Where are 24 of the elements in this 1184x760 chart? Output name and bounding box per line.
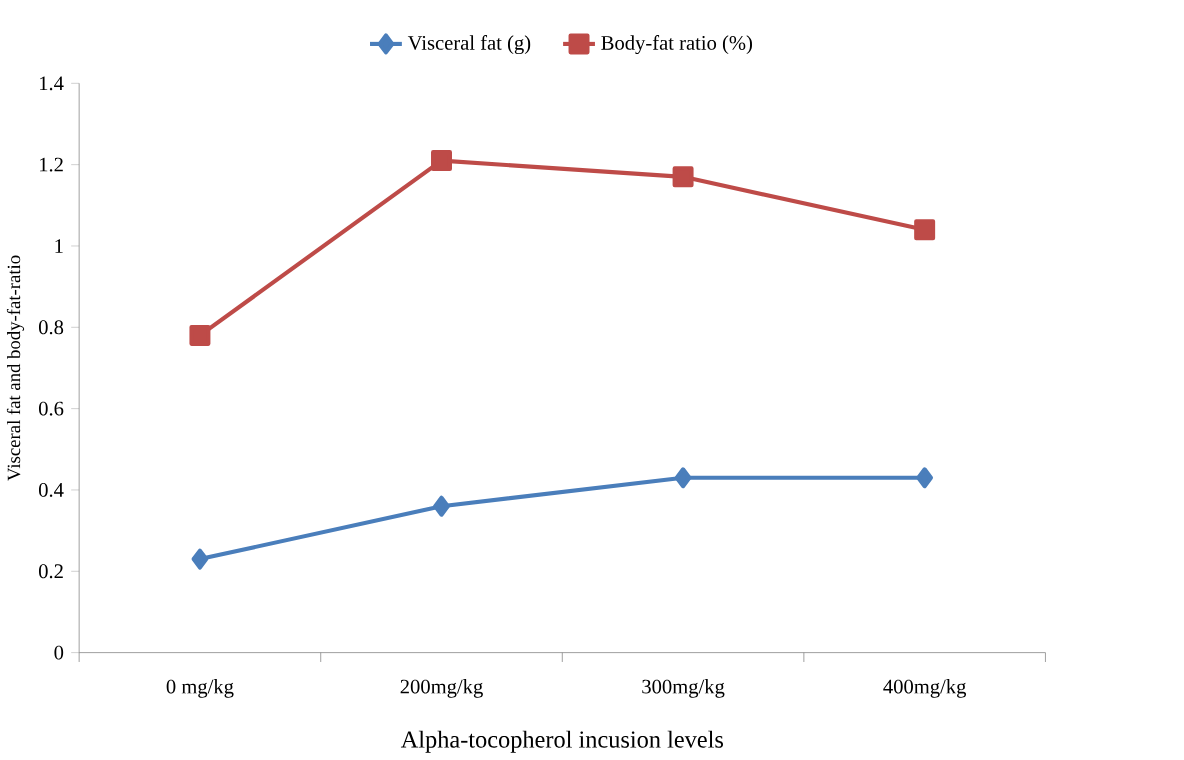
y-tick-label: 1.4: [40, 76, 64, 91]
point: [191, 548, 209, 570]
point: [914, 219, 936, 241]
y-tick-label: 0.8: [38, 320, 64, 335]
point: [672, 166, 694, 188]
legend-label: Visceral fat (g): [407, 35, 531, 55]
x-tick-label: 0 mg/kg: [166, 679, 234, 699]
y-tick-label: 0.6: [38, 401, 64, 416]
point: [674, 467, 692, 489]
y-tick-label: 0.4: [38, 483, 64, 498]
x-tick-label: 200mg/kg: [400, 679, 483, 699]
x-tick-label: 400mg/kg: [883, 679, 967, 699]
x-tick-label: 300mg/kg: [642, 679, 725, 699]
y-tick-label: 0: [54, 645, 64, 660]
y-tick-label: 1: [55, 239, 63, 253]
point: [431, 150, 452, 172]
point: [433, 495, 450, 517]
point: [916, 467, 934, 489]
y-axis-title: Visceral fat and body-fat-ratio: [6, 255, 25, 482]
point: [189, 325, 211, 347]
y-tick-label: 1.2: [40, 157, 63, 172]
x-axis-title: Alpha-tocopherol incusion levels: [400, 730, 724, 753]
legend-label: Body-fat ratio (%): [601, 35, 753, 55]
y-tick-label: 0.2: [38, 564, 63, 579]
